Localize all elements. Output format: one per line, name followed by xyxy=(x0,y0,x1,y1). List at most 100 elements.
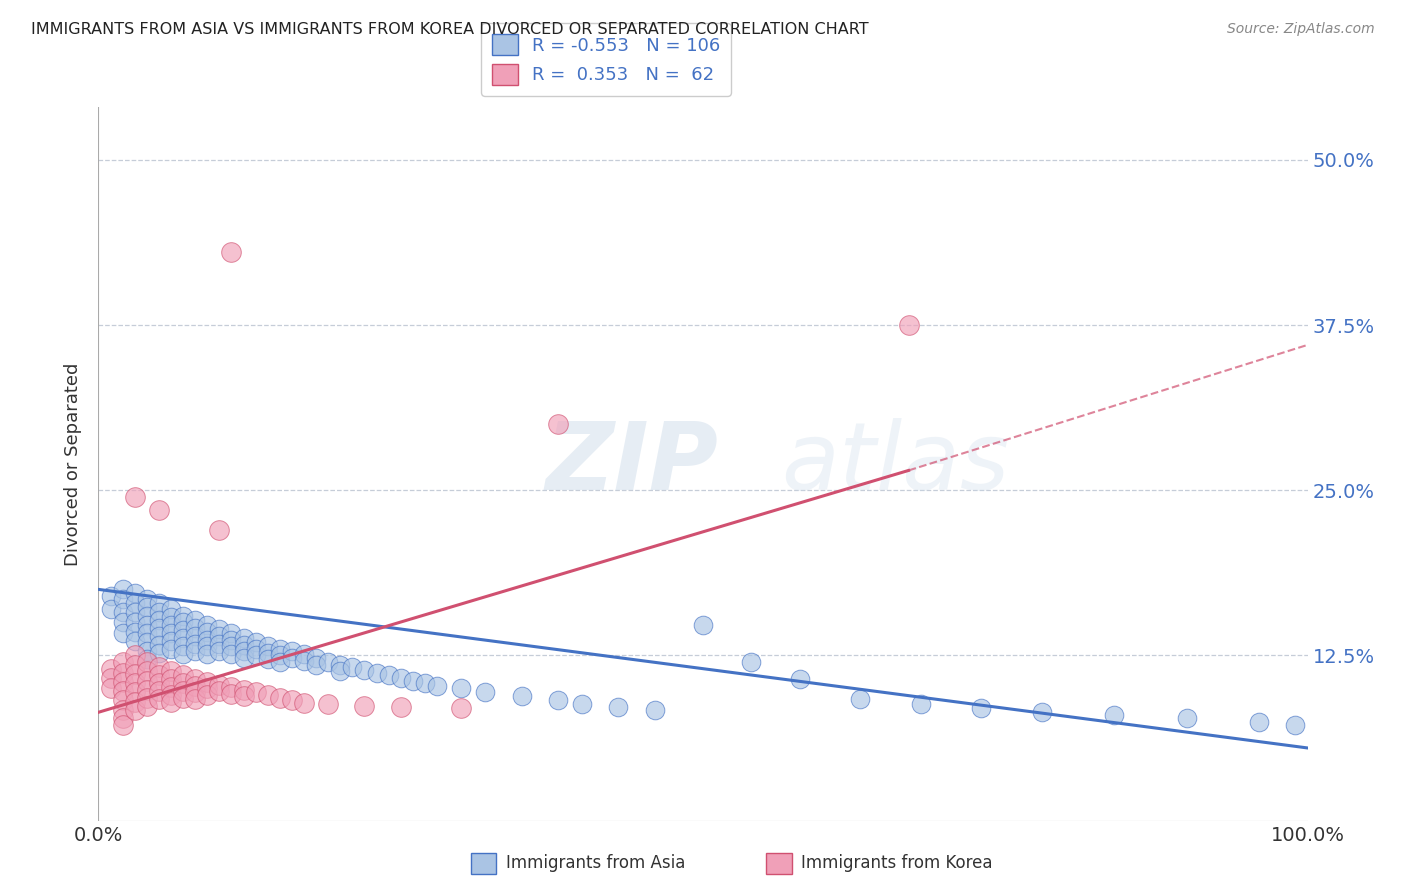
Point xyxy=(148,596,170,610)
Point xyxy=(124,490,146,504)
Point xyxy=(450,681,472,696)
Point xyxy=(281,693,304,707)
Point xyxy=(389,671,412,685)
Point xyxy=(740,655,762,669)
Point xyxy=(849,692,872,706)
Point xyxy=(292,647,315,661)
Point xyxy=(124,695,146,709)
Y-axis label: Divorced or Separated: Divorced or Separated xyxy=(63,362,82,566)
Point xyxy=(135,698,157,713)
Point xyxy=(547,417,569,432)
Point xyxy=(160,610,183,624)
Point xyxy=(160,672,183,686)
Point xyxy=(208,644,231,658)
Point xyxy=(100,602,122,616)
Point xyxy=(172,676,194,690)
Point xyxy=(281,651,304,665)
Point xyxy=(135,626,157,640)
Point xyxy=(135,591,157,606)
Point xyxy=(135,608,157,623)
Point xyxy=(184,636,207,650)
Point xyxy=(245,648,267,663)
Point xyxy=(607,700,630,714)
Point xyxy=(160,626,183,640)
Point xyxy=(100,589,122,603)
Point xyxy=(135,655,157,669)
Point xyxy=(160,695,183,709)
Point xyxy=(269,655,291,669)
Point xyxy=(111,718,134,732)
Point xyxy=(221,647,243,661)
Point xyxy=(135,599,157,614)
Point xyxy=(256,688,278,702)
Point xyxy=(450,701,472,715)
Point xyxy=(172,615,194,630)
Point xyxy=(910,698,932,712)
Point xyxy=(124,634,146,648)
Point xyxy=(221,639,243,653)
Point xyxy=(184,679,207,693)
Point xyxy=(184,672,207,686)
Point xyxy=(111,582,134,597)
Point xyxy=(232,651,254,665)
Point xyxy=(256,639,278,653)
Point xyxy=(329,665,352,679)
Point xyxy=(413,676,436,690)
Point xyxy=(221,626,243,640)
Point xyxy=(221,687,243,701)
Point xyxy=(135,682,157,697)
Point xyxy=(135,673,157,688)
Point xyxy=(160,634,183,648)
Point xyxy=(342,660,364,674)
Point xyxy=(208,622,231,636)
Point xyxy=(124,667,146,681)
Point xyxy=(100,671,122,685)
Point xyxy=(426,679,449,693)
Point xyxy=(353,698,375,713)
Point xyxy=(1031,706,1053,720)
Point xyxy=(160,618,183,632)
Point xyxy=(124,596,146,610)
Point xyxy=(305,657,328,672)
Point xyxy=(148,621,170,635)
Point xyxy=(402,673,425,688)
Point xyxy=(305,651,328,665)
Text: Source: ZipAtlas.com: Source: ZipAtlas.com xyxy=(1227,22,1375,37)
Point xyxy=(195,647,218,661)
Point xyxy=(208,523,231,537)
Point xyxy=(256,646,278,660)
Point xyxy=(245,641,267,656)
Point xyxy=(148,676,170,690)
Point xyxy=(124,605,146,619)
Point xyxy=(208,684,231,698)
Point xyxy=(111,665,134,680)
Point xyxy=(1284,718,1306,732)
Point xyxy=(148,692,170,706)
Text: Immigrants from Korea: Immigrants from Korea xyxy=(801,855,993,872)
Point xyxy=(221,632,243,647)
Point xyxy=(111,703,134,717)
Point xyxy=(111,693,134,707)
Point xyxy=(148,629,170,643)
Point xyxy=(124,615,146,630)
Point xyxy=(281,644,304,658)
Point xyxy=(111,674,134,689)
Point xyxy=(111,655,134,669)
Point xyxy=(172,624,194,638)
Point xyxy=(124,657,146,672)
Point xyxy=(292,696,315,710)
Point xyxy=(195,674,218,689)
Text: ZIP: ZIP xyxy=(546,417,718,510)
Point xyxy=(245,685,267,699)
Point xyxy=(195,624,218,639)
Point xyxy=(329,657,352,672)
Point xyxy=(389,700,412,714)
Point xyxy=(377,668,399,682)
Point xyxy=(571,698,593,712)
Point xyxy=(111,615,134,630)
Point xyxy=(135,652,157,666)
Text: IMMIGRANTS FROM ASIA VS IMMIGRANTS FROM KOREA DIVORCED OR SEPARATED CORRELATION : IMMIGRANTS FROM ASIA VS IMMIGRANTS FROM … xyxy=(31,22,869,37)
Point xyxy=(135,690,157,705)
Point xyxy=(135,665,157,679)
Point xyxy=(172,684,194,698)
